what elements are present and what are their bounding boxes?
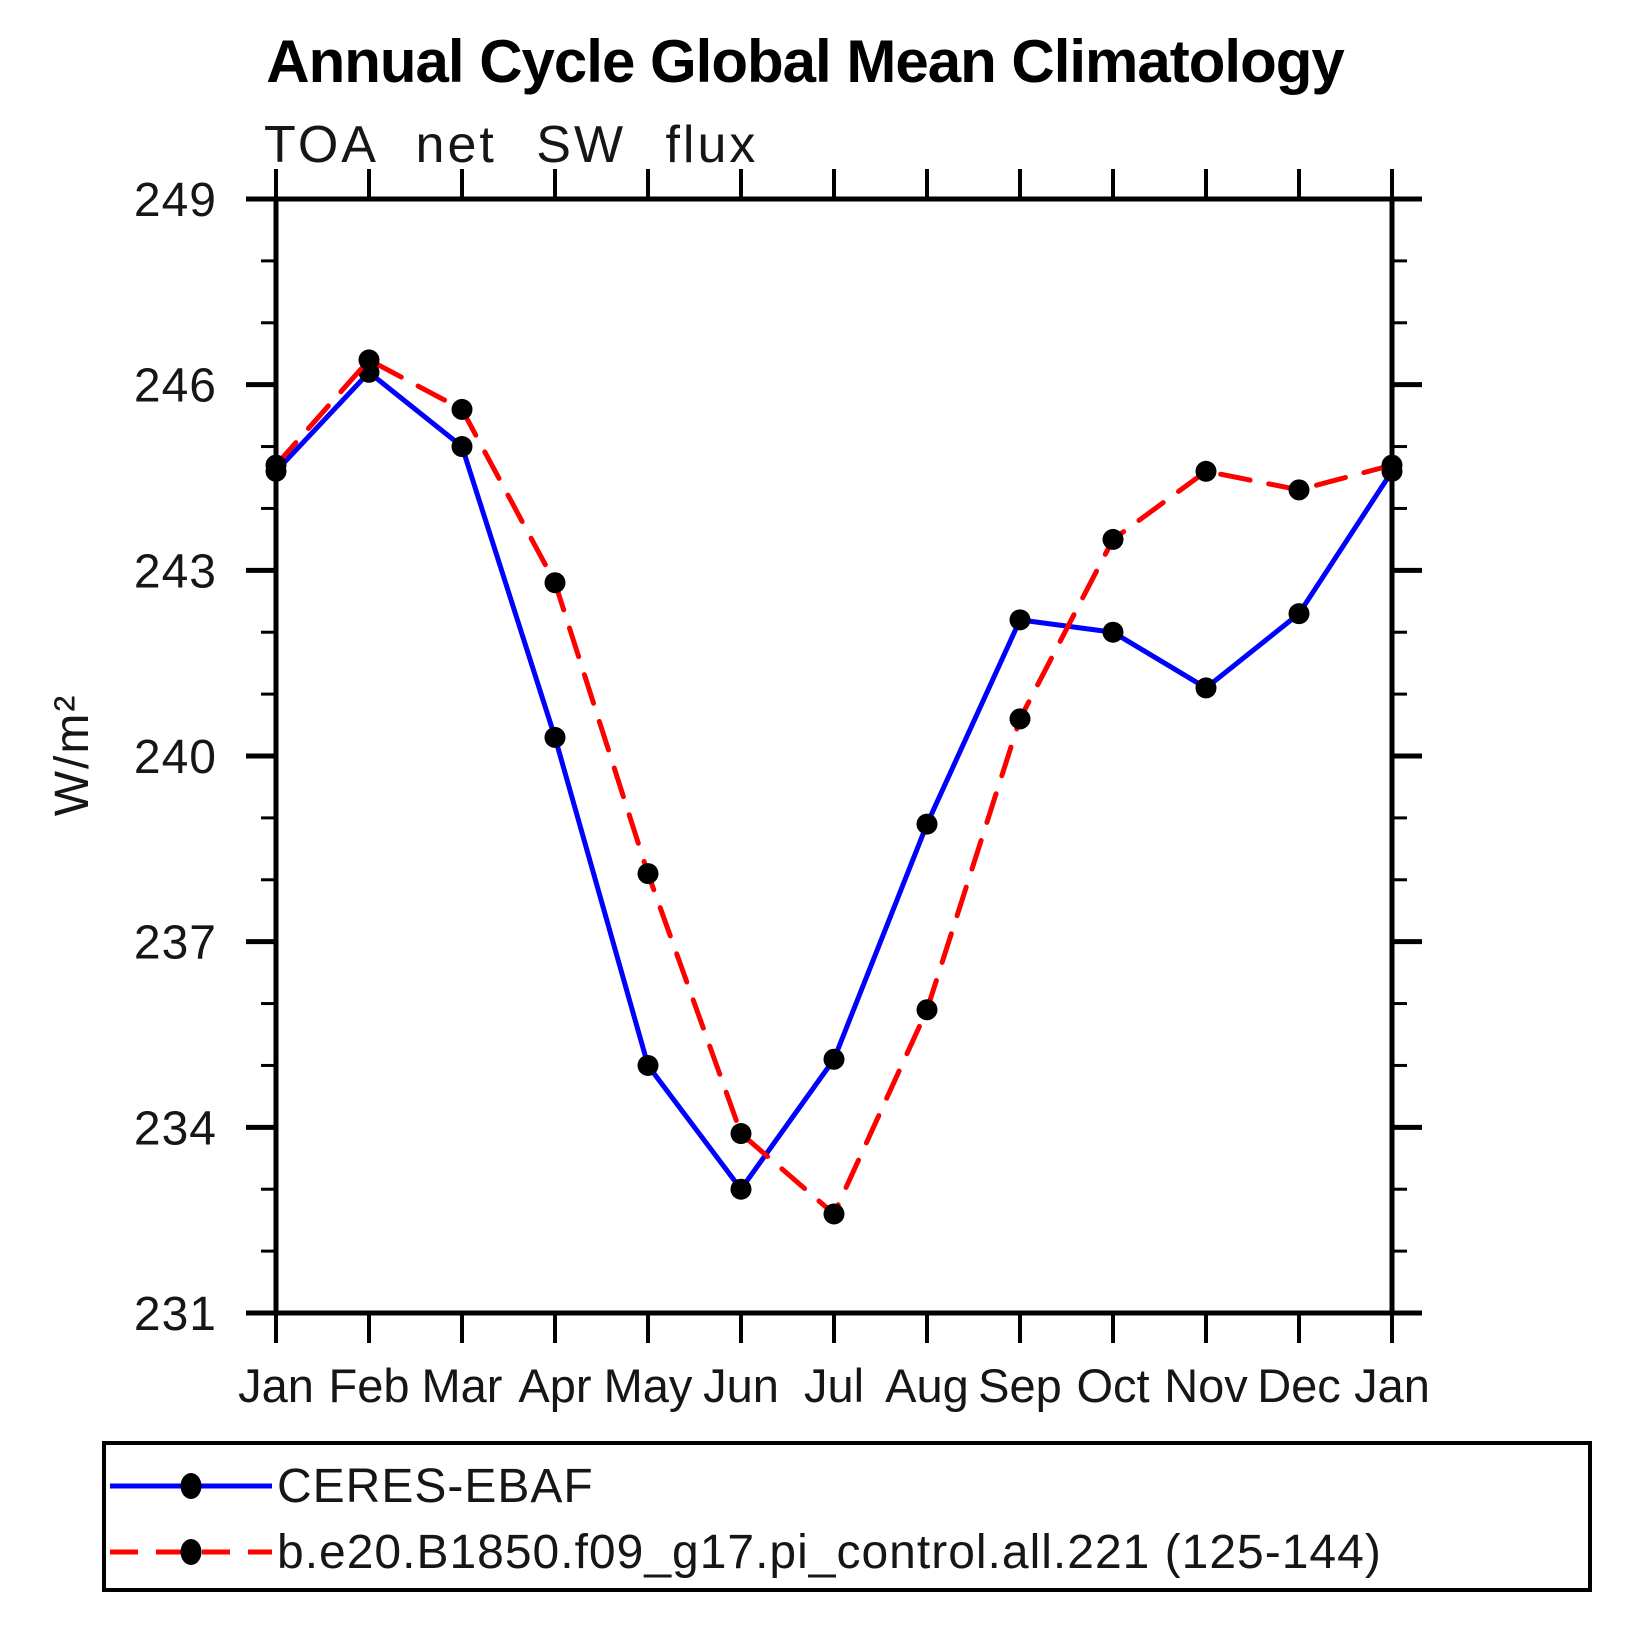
legend-box — [102, 1441, 1592, 1592]
data-point-marker — [916, 813, 938, 835]
data-point-marker — [265, 454, 287, 476]
data-point-marker — [1195, 677, 1217, 699]
data-point-marker — [451, 398, 473, 420]
x-tick-label: Nov — [1164, 1359, 1248, 1412]
y-tick-label: 231 — [134, 1288, 217, 1341]
x-tick-label: Jul — [804, 1359, 864, 1412]
data-point-marker — [1102, 528, 1124, 550]
y-tick-label: 240 — [134, 731, 217, 784]
legend-marker — [180, 1539, 202, 1565]
x-tick-label: Sep — [978, 1359, 1062, 1412]
data-point-marker — [730, 1178, 752, 1200]
data-point-marker — [637, 1054, 659, 1076]
legend-label: CERES-EBAF — [277, 1460, 594, 1513]
x-tick-label: Aug — [885, 1359, 969, 1412]
x-tick-label: May — [604, 1359, 693, 1412]
data-series — [265, 349, 1403, 1225]
y-tick-label: 237 — [134, 917, 217, 970]
x-tick-label: Mar — [422, 1359, 503, 1412]
y-tick-label: 234 — [134, 1102, 217, 1155]
data-point-marker — [823, 1048, 845, 1070]
plot-frame — [273, 196, 1395, 1316]
chart-subtitle: TOA net SW flux — [264, 116, 758, 174]
data-point-marker — [823, 1203, 845, 1225]
x-tick-label: Oct — [1076, 1359, 1149, 1412]
legend-label: b.e20.B1850.f09_g17.pi_control.all.221 (… — [277, 1526, 1382, 1579]
data-point-marker — [1195, 460, 1217, 482]
data-point-marker — [451, 436, 473, 458]
y-tick-label: 249 — [134, 174, 217, 227]
legend: CERES-EBAF b.e20.B1850.f09_g17.pi_control… — [102, 1441, 1592, 1592]
data-point-marker — [1381, 454, 1403, 476]
data-point-marker — [1288, 479, 1310, 501]
y-tick-label: 246 — [134, 360, 217, 413]
data-point-marker — [1009, 708, 1031, 730]
data-point-marker — [1288, 603, 1310, 625]
series-line-1 — [273, 357, 1395, 1217]
x-tick-label: Jun — [703, 1359, 779, 1412]
axes — [246, 169, 1422, 1343]
data-point-marker — [637, 863, 659, 885]
x-tick-label: Apr — [518, 1359, 591, 1412]
chart-title: Annual Cycle Global Mean Climatology — [266, 28, 1345, 95]
data-point-marker — [358, 349, 380, 371]
data-point-marker — [916, 999, 938, 1021]
data-point-marker — [544, 572, 566, 594]
legend-marker — [180, 1473, 202, 1499]
y-tick-label: 243 — [134, 545, 217, 598]
x-tick-label: Jan — [238, 1359, 314, 1412]
data-point-marker — [1009, 609, 1031, 631]
x-tick-label: Jan — [1354, 1359, 1430, 1412]
y-axis-label: W/m² — [46, 694, 99, 817]
data-point-marker — [730, 1123, 752, 1145]
data-point-marker — [544, 726, 566, 748]
x-tick-label: Feb — [329, 1359, 410, 1412]
axis-tick-labels: Jan Feb Mar Apr May Jun Jul Aug Sep Oct Nov Dec Jan2… — [134, 174, 1430, 1412]
data-point-marker — [1102, 621, 1124, 643]
x-tick-label: Dec — [1257, 1359, 1341, 1412]
